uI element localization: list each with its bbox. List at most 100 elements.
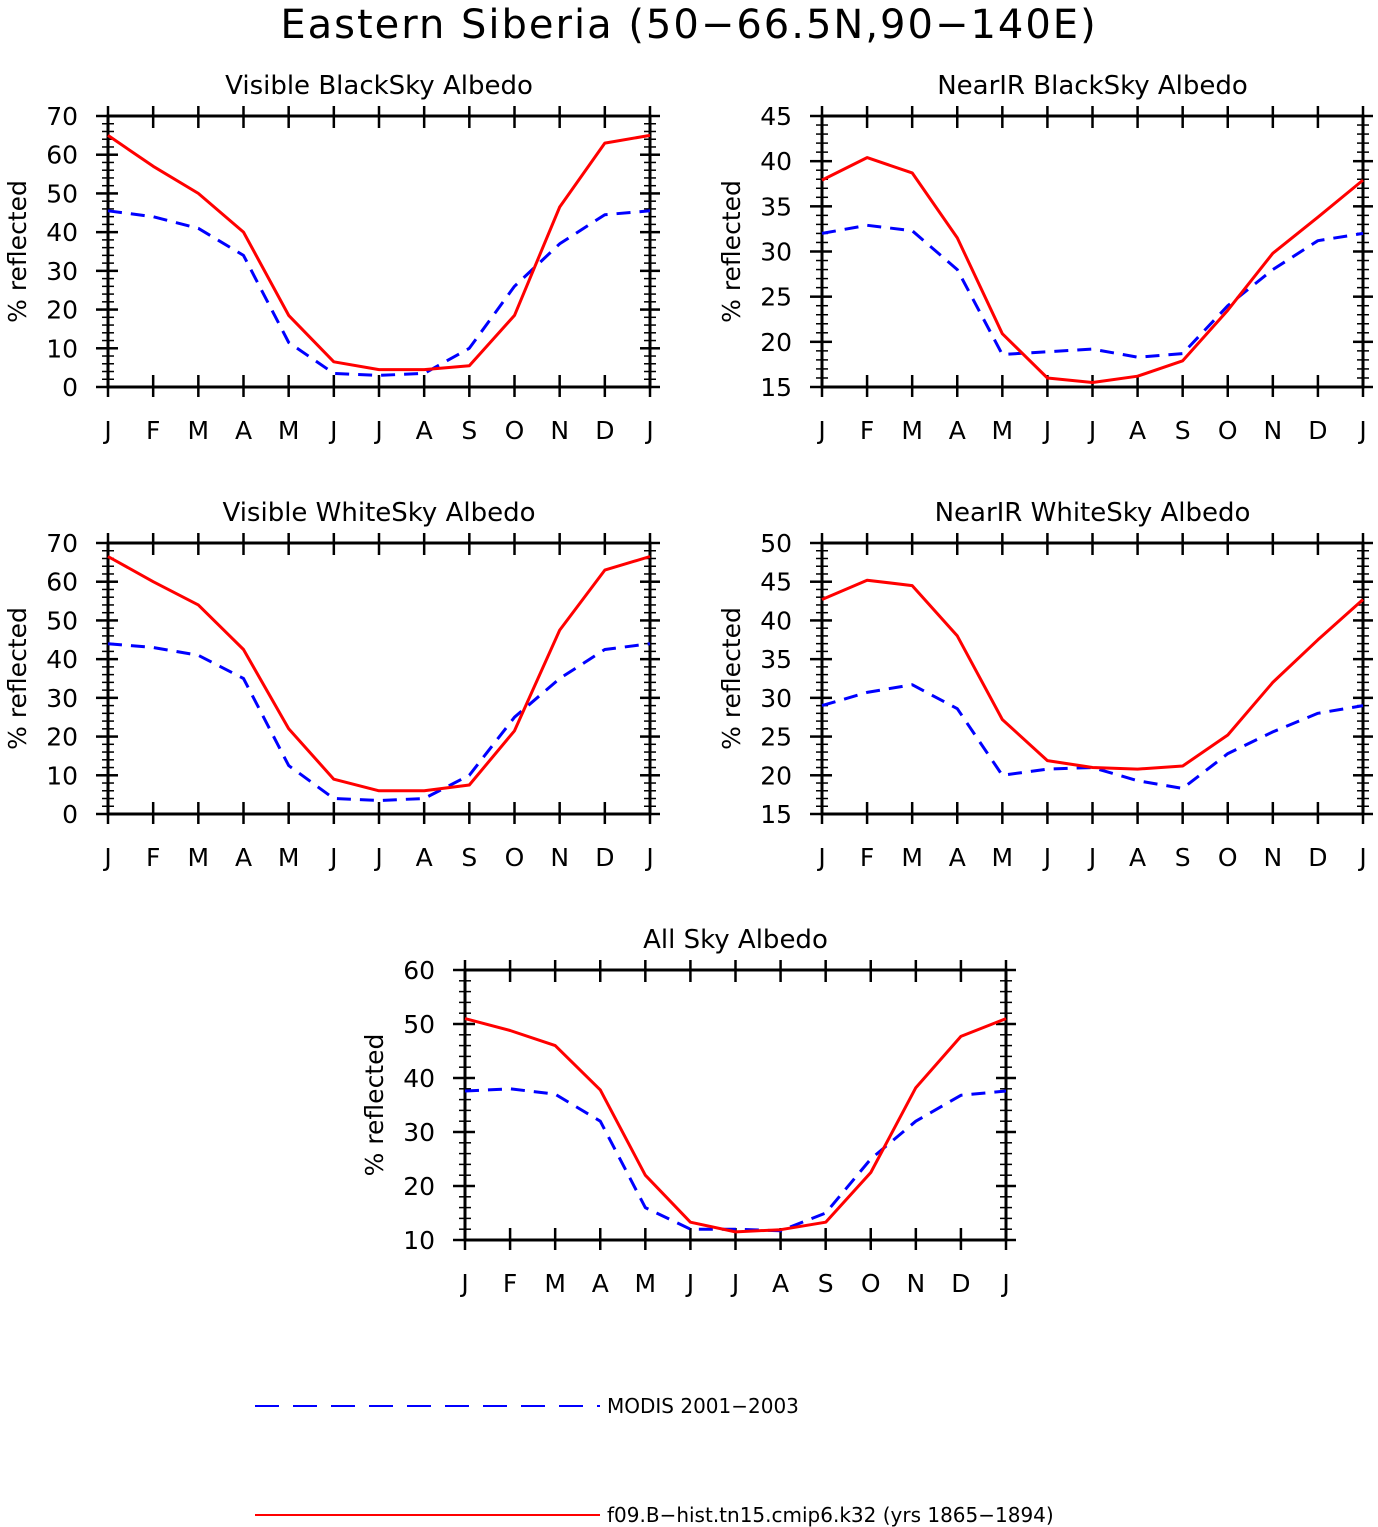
x-tick-label: J <box>1000 1269 1009 1298</box>
x-tick-label: J <box>1042 416 1051 445</box>
x-tick-label: S <box>461 416 477 445</box>
y-tick-label: 45 <box>760 102 792 131</box>
x-tick-label: M <box>278 416 300 445</box>
legend: MODIS 2001−2003 f09.B−hist.tn15.cmip6.k3… <box>255 1394 1054 1527</box>
x-tick-label: N <box>1263 416 1282 445</box>
y-axis-label: % reflected <box>3 180 32 323</box>
x-tick-label: M <box>544 1269 566 1298</box>
x-tick-label: M <box>278 843 300 872</box>
y-tick-label: 0 <box>62 373 78 402</box>
series-line-modis <box>821 683 1364 790</box>
plot-frame <box>820 114 1365 389</box>
y-axis-label: % reflected <box>360 1034 389 1177</box>
series-line-modis <box>107 209 651 377</box>
x-tick-label: F <box>860 416 874 445</box>
x-tick-label: J <box>328 416 337 445</box>
series-line-model <box>464 1017 1007 1234</box>
x-tick-label: A <box>235 843 252 872</box>
legend-modis-label: MODIS 2001−2003 <box>607 1394 799 1418</box>
x-tick-label: A <box>772 1269 789 1298</box>
plot-frame <box>463 968 1008 1242</box>
y-tick-label: 0 <box>62 800 78 829</box>
y-tick-label: 20 <box>403 1172 435 1201</box>
y-tick-label: 40 <box>46 218 78 247</box>
x-tick-label: D <box>595 416 614 445</box>
y-axis-label: % reflected <box>717 180 746 323</box>
x-tick-label: J <box>1087 843 1096 872</box>
y-tick-label: 60 <box>46 568 78 597</box>
x-tick-label: J <box>102 416 111 445</box>
y-tick-label: 10 <box>403 1226 435 1255</box>
y-tick-label: 10 <box>46 334 78 363</box>
x-tick-label: O <box>505 416 525 445</box>
x-tick-label: M <box>188 416 210 445</box>
y-tick-label: 30 <box>46 257 78 286</box>
chart-title: NearIR WhiteSky Albedo <box>935 498 1251 528</box>
x-tick-label: D <box>595 843 614 872</box>
series-line-model <box>821 578 1364 771</box>
y-tick-label: 40 <box>403 1064 435 1093</box>
x-tick-label: A <box>416 416 433 445</box>
x-tick-label: J <box>685 1269 694 1298</box>
x-tick-label: S <box>1175 416 1191 445</box>
y-tick-label: 15 <box>760 800 792 829</box>
chart-title: NearIR BlackSky Albedo <box>937 71 1248 101</box>
series-line-modis <box>464 1087 1007 1233</box>
series-line-modis <box>107 642 651 802</box>
x-tick-label: O <box>1218 843 1238 872</box>
plot-frame <box>106 541 652 816</box>
y-tick-label: 45 <box>760 568 792 597</box>
y-tick-label: 25 <box>760 283 792 312</box>
x-tick-label: M <box>992 843 1014 872</box>
y-tick-label: 50 <box>403 1010 435 1039</box>
x-tick-label: J <box>644 416 653 445</box>
series-line-model <box>107 555 651 793</box>
x-tick-label: A <box>1129 416 1146 445</box>
x-tick-label: M <box>901 416 923 445</box>
x-tick-label: A <box>235 416 252 445</box>
x-tick-label: D <box>951 1269 970 1298</box>
y-tick-label: 60 <box>46 141 78 170</box>
x-tick-label: S <box>818 1269 834 1298</box>
y-tick-label: 40 <box>46 645 78 674</box>
x-tick-label: M <box>188 843 210 872</box>
y-tick-label: 60 <box>403 956 435 985</box>
y-tick-label: 35 <box>760 192 792 221</box>
x-tick-label: A <box>949 843 966 872</box>
x-tick-label: A <box>592 1269 609 1298</box>
x-tick-label: N <box>906 1269 925 1298</box>
chart-title: All Sky Albedo <box>643 925 828 955</box>
x-tick-label: J <box>373 843 382 872</box>
x-tick-label: J <box>816 843 825 872</box>
series-line-model <box>107 133 651 372</box>
series-line-model <box>821 156 1364 384</box>
figure-title: Eastern Siberia (50−66.5N,90−140E) <box>280 2 1097 48</box>
chart-title: Visible BlackSky Albedo <box>225 71 533 101</box>
x-tick-label: J <box>1042 843 1051 872</box>
y-tick-label: 35 <box>760 645 792 674</box>
y-tick-label: 50 <box>46 179 78 208</box>
y-tick-label: 30 <box>760 684 792 713</box>
y-tick-label: 70 <box>46 529 78 558</box>
x-tick-label: J <box>373 416 382 445</box>
x-tick-label: J <box>459 1269 468 1298</box>
y-tick-label: 10 <box>46 761 78 790</box>
x-tick-label: A <box>1129 843 1146 872</box>
x-tick-label: M <box>992 416 1014 445</box>
x-tick-label: F <box>860 843 874 872</box>
x-tick-label: D <box>1308 416 1327 445</box>
x-tick-label: A <box>416 843 433 872</box>
x-tick-label: D <box>1308 843 1327 872</box>
y-tick-label: 30 <box>46 684 78 713</box>
x-tick-label: J <box>1087 416 1096 445</box>
y-axis-label: % reflected <box>3 607 32 750</box>
x-tick-label: J <box>328 843 337 872</box>
x-tick-label: F <box>146 843 160 872</box>
y-tick-label: 20 <box>760 328 792 357</box>
y-tick-label: 20 <box>46 723 78 752</box>
